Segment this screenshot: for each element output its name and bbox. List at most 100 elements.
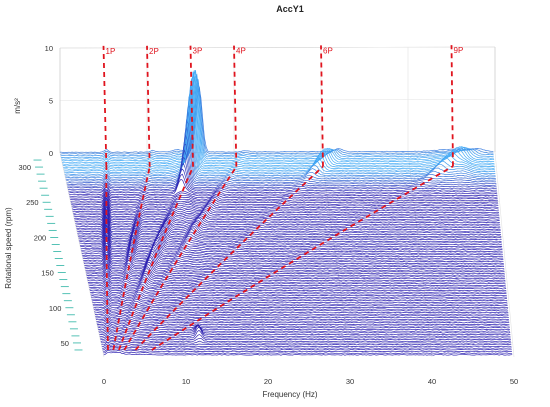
spectrum-line — [77, 215, 501, 234]
order-marker-1p — [102, 45, 108, 167]
spectrum-line — [102, 345, 512, 349]
spectrum-line — [82, 244, 504, 260]
spectrum-line — [99, 326, 511, 337]
spectrum-line — [78, 223, 502, 241]
spectrum-line — [85, 257, 505, 270]
spectrum-line — [66, 134, 497, 184]
spectrum-line — [62, 70, 495, 165]
spectrum-line — [93, 304, 508, 309]
spectrum-line — [86, 266, 505, 277]
spectrum-line — [99, 324, 511, 336]
order-marker-6p — [320, 45, 324, 167]
spectrum-line — [61, 73, 494, 160]
spectrum-line — [64, 96, 496, 175]
back-wall-grid-horizontal — [59, 99, 496, 101]
spectrum-line — [68, 168, 497, 192]
spectrum-line — [89, 283, 507, 290]
y-tick-label: 50 — [61, 339, 69, 348]
x-axis-label: Frequency (Hz) — [262, 390, 317, 399]
spectrum-line — [75, 208, 500, 224]
spectrum-line — [63, 78, 495, 170]
spectrum-line — [70, 193, 498, 202]
order-label-2p: 2P — [149, 47, 159, 56]
order-lines-layer: 1P 2P 3P 4P 6P 9P — [102, 45, 464, 351]
order-label-9p: 9P — [454, 46, 464, 55]
spectrum-line — [93, 302, 508, 307]
z-tick-label: 0 — [49, 149, 53, 158]
spectrum-line — [84, 255, 505, 268]
spectrum-line — [102, 348, 512, 353]
y-tick-label: 200 — [34, 233, 47, 242]
spectrum-line — [91, 293, 507, 299]
back-wall-grid-horizontal — [59, 151, 496, 154]
spectrum-line — [80, 229, 503, 246]
spectrum-line — [100, 334, 511, 341]
spectrum-line — [103, 351, 513, 356]
spectrum-line — [87, 274, 506, 283]
spectrum-line — [61, 75, 494, 158]
spectrum-line — [69, 190, 498, 197]
spectrum-line — [71, 196, 499, 206]
spectrum-line — [73, 202, 500, 218]
spectrum-line — [101, 343, 512, 348]
spectrum-line — [85, 261, 505, 273]
spectrum-line — [103, 349, 513, 354]
spectrum-line — [60, 84, 494, 155]
spectrum-line — [70, 191, 498, 201]
spectrum-line — [98, 325, 510, 331]
x-tick-label: 40 — [428, 377, 436, 386]
spectrum-line — [74, 204, 500, 219]
y-axis-label: Rotational speed (rpm) — [4, 207, 13, 289]
spectrum-line — [101, 341, 512, 346]
order-label-1p: 1P — [106, 47, 116, 56]
spectrum-line — [90, 291, 507, 297]
order-label-3p: 3P — [193, 47, 203, 56]
spectrum-line — [87, 270, 506, 280]
spectrum-line — [77, 217, 502, 236]
spectrum-line — [71, 196, 499, 207]
spectrum-line — [67, 162, 497, 191]
order-line-2p — [112, 166, 151, 351]
floor-grid-line — [59, 152, 105, 358]
spectrum-line — [65, 120, 496, 180]
spectrum-line — [62, 71, 495, 167]
order-line-1p — [105, 167, 109, 351]
order-line-6p — [134, 165, 324, 351]
spectrum-line — [95, 314, 509, 319]
x-tick-label: 50 — [510, 377, 518, 386]
spectrum-line — [76, 215, 501, 231]
floor-grid-line — [78, 236, 503, 238]
spectrum-line — [89, 285, 507, 292]
spectrum-line — [92, 300, 508, 305]
spectrum-line — [62, 70, 495, 163]
spectrum-line — [79, 224, 502, 243]
spectrum-line — [67, 156, 497, 189]
spectrum-line — [97, 324, 510, 329]
x-tick-label: 10 — [182, 377, 190, 386]
spectrum-line — [75, 208, 501, 226]
spectrum-line — [90, 287, 507, 293]
order-line-9p — [151, 165, 454, 351]
spectrum-line — [65, 112, 496, 179]
x-tick-label: 30 — [346, 377, 354, 386]
ticks-layer: 0 10 20 30 40 50 0 5 10 50 100 150 200 250 300 — [19, 44, 519, 386]
spectrum-line — [92, 298, 508, 304]
spectrum-line — [71, 197, 499, 209]
spectrum-line — [95, 313, 509, 317]
spectrum-line — [80, 232, 503, 248]
order-marker-4p — [233, 45, 238, 167]
order-marker-9p — [450, 45, 454, 167]
back-wall-grid-horizontal — [59, 46, 496, 49]
spectrum-line — [63, 84, 496, 172]
spectrum-line — [98, 324, 511, 332]
x-tick-label: 20 — [264, 377, 272, 386]
spectrum-line — [72, 198, 499, 211]
spectrum-line — [89, 281, 506, 288]
spectrum-line — [90, 289, 507, 295]
spectrum-line — [102, 346, 512, 351]
spectrum-line — [95, 316, 509, 320]
spectrum-line — [95, 311, 509, 315]
spectrum-line — [100, 329, 511, 339]
order-label-4p: 4P — [236, 47, 246, 56]
spectrum-line — [78, 223, 502, 239]
